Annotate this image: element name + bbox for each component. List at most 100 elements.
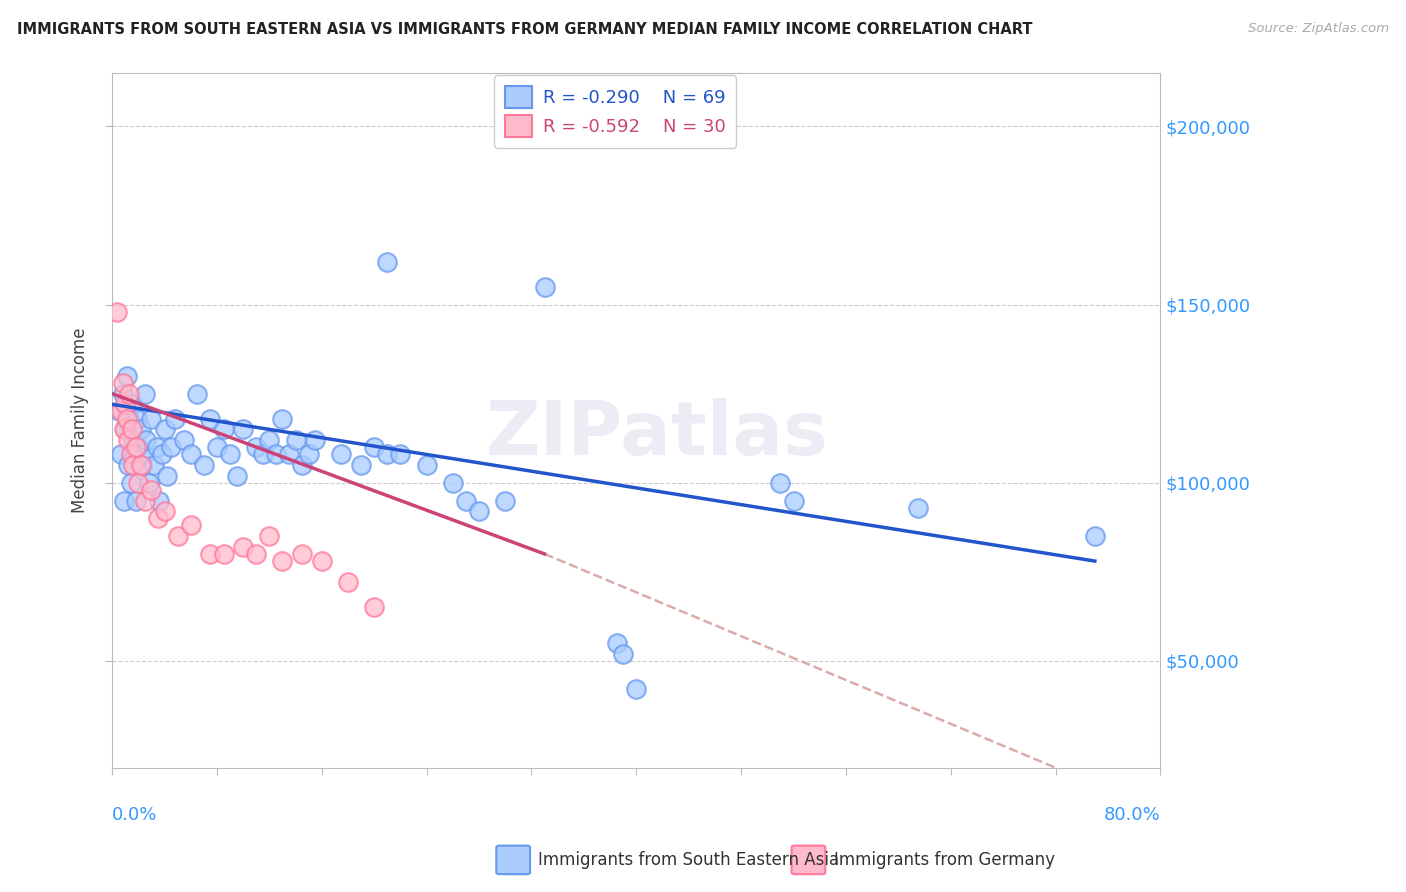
Point	[132, 447, 155, 461]
Text: 80.0%: 80.0%	[1104, 805, 1160, 824]
Point	[363, 600, 385, 615]
Point	[200, 547, 222, 561]
Point	[125, 493, 148, 508]
Point	[121, 422, 143, 436]
Point	[205, 440, 228, 454]
Point	[117, 433, 139, 447]
Point	[271, 554, 294, 568]
Point	[375, 255, 398, 269]
Point	[131, 458, 153, 472]
Point	[533, 279, 555, 293]
Point	[454, 493, 477, 508]
Point	[110, 404, 132, 418]
Point	[225, 468, 247, 483]
Point	[153, 504, 176, 518]
Point	[232, 540, 254, 554]
Point	[118, 386, 141, 401]
Text: Immigrants from South Eastern Asia: Immigrants from South Eastern Asia	[538, 851, 839, 869]
Point	[186, 386, 208, 401]
Point	[115, 411, 138, 425]
Point	[135, 433, 157, 447]
Point	[180, 518, 202, 533]
Point	[350, 458, 373, 472]
Point	[363, 440, 385, 454]
Point	[606, 636, 628, 650]
Y-axis label: Median Family Income: Median Family Income	[72, 327, 89, 513]
Point	[166, 529, 188, 543]
Point	[441, 475, 464, 490]
Point	[145, 440, 167, 454]
Point	[193, 458, 215, 472]
Point	[141, 483, 163, 497]
Point	[375, 447, 398, 461]
Point	[212, 422, 235, 436]
Point	[125, 411, 148, 425]
Point	[127, 475, 149, 490]
Legend: R = -0.290    N = 69, R = -0.592    N = 30: R = -0.290 N = 69, R = -0.592 N = 30	[494, 75, 737, 148]
Point	[141, 411, 163, 425]
Point	[112, 422, 135, 436]
Point	[124, 447, 146, 461]
Point	[148, 493, 170, 508]
Point	[127, 440, 149, 454]
Point	[337, 575, 360, 590]
Point	[122, 458, 145, 472]
Point	[298, 447, 321, 461]
Point	[110, 447, 132, 461]
Point	[769, 475, 792, 490]
Point	[415, 458, 437, 472]
Point	[134, 493, 156, 508]
Point	[245, 547, 267, 561]
Point	[129, 458, 152, 472]
Point	[146, 511, 169, 525]
Point	[122, 433, 145, 447]
Point	[120, 475, 142, 490]
Point	[111, 386, 134, 401]
Point	[468, 504, 491, 518]
Point	[107, 404, 129, 418]
Text: Source: ZipAtlas.com: Source: ZipAtlas.com	[1249, 22, 1389, 36]
Point	[494, 493, 516, 508]
Text: IMMIGRANTS FROM SOUTH EASTERN ASIA VS IMMIGRANTS FROM GERMANY MEDIAN FAMILY INCO: IMMIGRANTS FROM SOUTH EASTERN ASIA VS IM…	[17, 22, 1032, 37]
Point	[291, 547, 314, 561]
Point	[150, 447, 173, 461]
Point	[259, 529, 281, 543]
Point	[389, 447, 412, 461]
Point	[278, 447, 301, 461]
Point	[160, 440, 183, 454]
Point	[111, 376, 134, 390]
Point	[330, 447, 353, 461]
Point	[626, 682, 648, 697]
Point	[117, 458, 139, 472]
Point	[311, 554, 333, 568]
Point	[304, 433, 326, 447]
Point	[165, 411, 187, 425]
Point	[105, 304, 128, 318]
Point	[115, 368, 138, 383]
Point	[212, 547, 235, 561]
Point	[156, 468, 179, 483]
Point	[219, 447, 242, 461]
Point	[245, 440, 267, 454]
Point	[134, 386, 156, 401]
Point	[907, 500, 929, 515]
Point	[125, 440, 148, 454]
Point	[153, 422, 176, 436]
Point	[271, 411, 294, 425]
Point	[612, 647, 634, 661]
Point	[118, 411, 141, 425]
Point	[112, 493, 135, 508]
Point	[143, 458, 166, 472]
Point	[173, 433, 195, 447]
Point	[264, 447, 287, 461]
Point	[782, 493, 804, 508]
Point	[138, 475, 160, 490]
Point	[1084, 529, 1107, 543]
Point	[180, 447, 202, 461]
Text: 0.0%: 0.0%	[112, 805, 157, 824]
Point	[232, 422, 254, 436]
Text: Immigrants from Germany: Immigrants from Germany	[834, 851, 1054, 869]
Point	[200, 411, 222, 425]
Point	[114, 397, 136, 411]
Point	[121, 397, 143, 411]
